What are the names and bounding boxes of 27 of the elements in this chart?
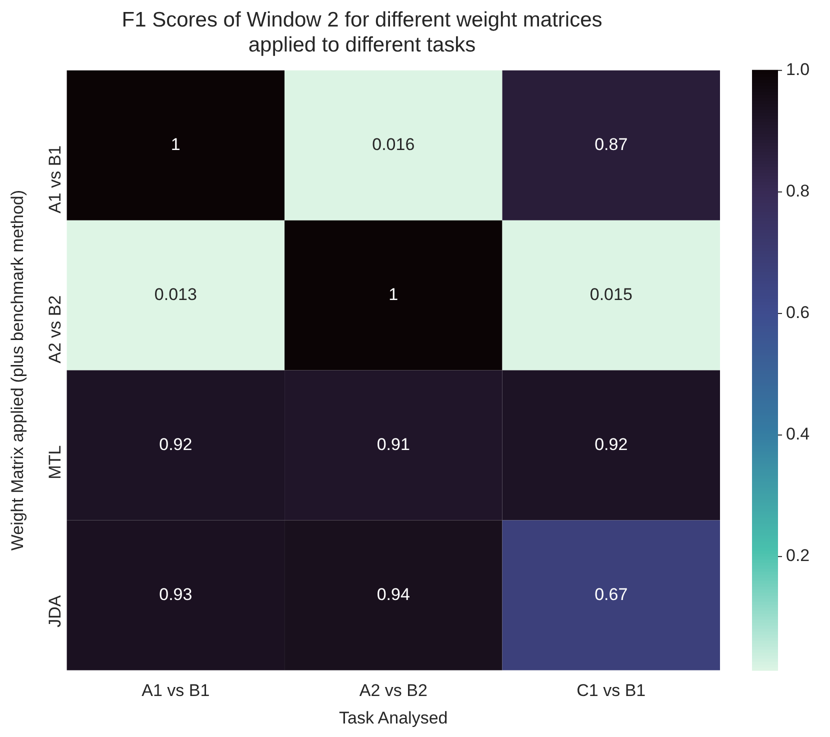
data-label: 0.013: [154, 285, 197, 304]
x-axis-title: Task Analysed: [339, 708, 448, 728]
data-label: 0.87: [594, 135, 628, 154]
data-label: 0.67: [594, 584, 628, 604]
data-label: 1: [388, 285, 398, 304]
color-bar-label: 0.4: [786, 424, 810, 444]
color-bar-label: 0.6: [786, 303, 810, 322]
data-label: 0.92: [594, 434, 628, 454]
chart-title: F1 Scores of Window 2 for different weight matrices applied to different tasks: [122, 8, 602, 57]
data-label: 0.015: [590, 285, 632, 304]
data-label: 1: [170, 135, 180, 154]
y-tick-label: MTL: [45, 445, 64, 480]
data-label: 0.91: [376, 434, 410, 454]
data-label: 0.93: [159, 584, 192, 604]
color-bar-label: 0.8: [786, 182, 810, 201]
y-tick-label: JDA: [45, 594, 64, 628]
data-label: 0.92: [159, 434, 192, 454]
y-tick-label: A1 vs B1: [45, 145, 64, 214]
x-tick-label: C1 vs B1: [576, 681, 646, 700]
data-label: 0.016: [372, 135, 415, 154]
x-tick-label: A2 vs B2: [359, 681, 428, 700]
color-bar-label: 0.2: [786, 546, 810, 566]
data-label: 0.94: [376, 584, 410, 604]
x-tick-label: A1 vs B1: [142, 681, 210, 700]
y-axis-title: Weight Matrix applied (plus benchmark method): [8, 190, 27, 551]
y-tick-label: A2 vs B2: [45, 295, 64, 364]
color-bar-label: 1.0: [786, 60, 810, 80]
